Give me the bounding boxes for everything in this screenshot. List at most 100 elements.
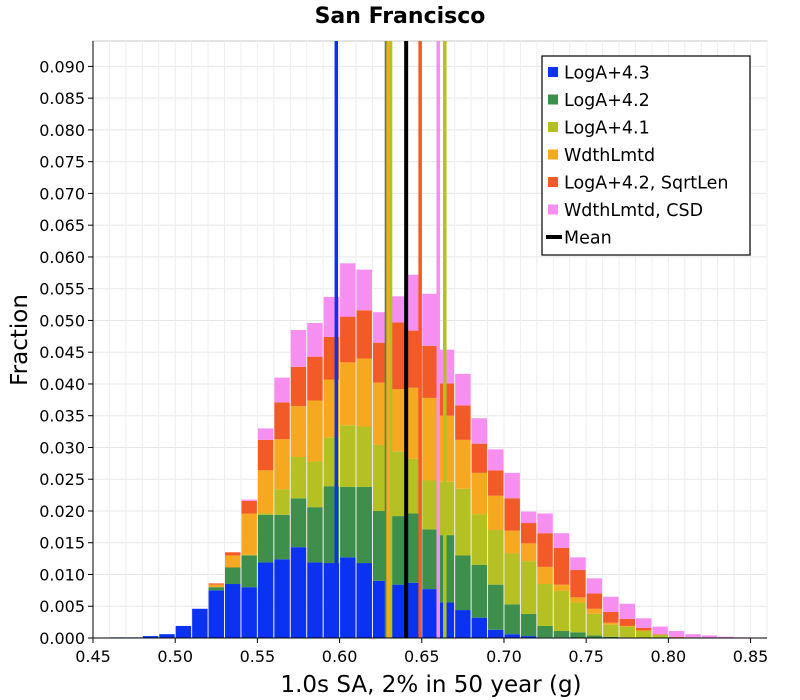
bar-segment: [504, 472, 520, 499]
bar-segment: [307, 507, 323, 563]
y-tick-label: 0.050: [39, 311, 85, 330]
bar-segment: [389, 322, 405, 390]
bar-segment: [225, 567, 241, 585]
bar-segment: [274, 514, 290, 560]
bar-segment: [372, 312, 389, 343]
bar-segment: [389, 296, 405, 323]
bar-segment: [471, 472, 488, 515]
bar-segment: [290, 456, 307, 499]
y-tick-label: 0.035: [39, 407, 85, 426]
bar-segment: [389, 584, 405, 638]
bar-segment: [422, 293, 438, 346]
legend-label: LogA+4.2, SqrtLen: [564, 174, 728, 194]
bar-segment: [455, 373, 471, 406]
bar-segment: [537, 513, 553, 534]
bar-segment: [241, 587, 257, 638]
bar-segment: [635, 627, 652, 631]
bar-segment: [307, 461, 323, 508]
bar-segment: [274, 489, 290, 515]
bar-segment: [422, 397, 438, 481]
bar-segment: [488, 449, 504, 471]
legend-label: LogA+4.1: [564, 119, 650, 139]
bar-segment: [257, 562, 274, 638]
bar-segment: [471, 418, 488, 444]
bar-segment: [274, 439, 290, 490]
bar-segment: [570, 570, 586, 598]
bar-segment: [159, 634, 175, 638]
bar-segment: [225, 555, 241, 568]
bar-segment: [257, 439, 274, 471]
legend-label: WdthLmtd, CSD: [564, 201, 703, 221]
bar-segment: [340, 362, 356, 426]
bar-segment: [274, 402, 290, 440]
bar-segment: [570, 632, 586, 638]
plot-area: 0.000 0.005 0.010 0.015 0.020 0.025 0.030 0.035…: [39, 40, 768, 666]
bar-segment: [455, 439, 471, 489]
bar-segment: [652, 634, 668, 638]
bar-segment: [405, 582, 422, 638]
bar-segment: [471, 514, 488, 565]
bar-segment: [586, 613, 603, 636]
bar-segment: [340, 316, 356, 363]
bar-segment: [537, 566, 553, 585]
chart-title: San Francisco: [315, 4, 486, 29]
bar-segment: [257, 428, 274, 440]
bar-segment: [356, 310, 372, 359]
bar-segment: [504, 604, 520, 635]
bar-segment: [603, 636, 619, 638]
bar-segment: [504, 634, 520, 638]
bar-segment: [241, 499, 257, 501]
bar-segment: [340, 263, 356, 317]
bar-segment: [635, 618, 652, 628]
y-tick-label: 0.040: [39, 375, 85, 394]
bar-segment: [405, 330, 422, 388]
bar-segment: [553, 584, 570, 592]
bar-segment: [520, 511, 537, 524]
bar-segment: [603, 624, 619, 637]
y-tick-label: 0.000: [39, 629, 85, 648]
bar-segment: [586, 608, 603, 614]
bar-segment: [356, 358, 372, 427]
x-tick-label: 0.60: [322, 647, 358, 666]
y-tick-label: 0.080: [39, 121, 85, 140]
bar-segment: [274, 559, 290, 638]
bar-segment: [422, 345, 438, 398]
legend-swatch: [548, 67, 558, 77]
bar-segment: [619, 618, 635, 626]
bar-segment: [208, 587, 225, 591]
bar-segment: [241, 500, 257, 514]
bar-segment: [389, 389, 405, 452]
bar-segment: [553, 547, 570, 585]
bar-segment: [241, 513, 257, 555]
x-tick-label: 0.65: [404, 647, 440, 666]
y-tick-label: 0.005: [39, 597, 85, 616]
bar-segment: [142, 636, 159, 638]
x-tick-label: 0.55: [240, 647, 276, 666]
bar-segment: [455, 610, 471, 638]
bar-segment: [520, 523, 537, 544]
bar-segment: [488, 584, 504, 630]
bar-segment: [685, 634, 701, 638]
bar-segment: [488, 495, 504, 531]
bar-segment: [652, 626, 668, 635]
y-tick-label: 0.030: [39, 438, 85, 457]
y-tick-label: 0.020: [39, 502, 85, 521]
legend-label: LogA+4.3: [564, 64, 650, 84]
legend-label: LogA+4.2: [564, 91, 650, 111]
bar-segment: [405, 458, 422, 514]
bar-segment: [290, 406, 307, 457]
y-tick-label: 0.070: [39, 184, 85, 203]
bar-segment: [520, 613, 537, 637]
bar-segment: [405, 513, 422, 583]
y-tick-label: 0.075: [39, 153, 85, 172]
bar-segment: [356, 486, 372, 564]
bar-segment: [668, 636, 685, 638]
bar-segment: [652, 634, 668, 635]
bar-segment: [372, 580, 389, 638]
legend-swatch: [548, 94, 558, 105]
bar-segment: [241, 554, 257, 556]
bar-segment: [208, 590, 225, 638]
bar-segment: [471, 443, 488, 473]
y-tick-label: 0.090: [39, 57, 85, 76]
